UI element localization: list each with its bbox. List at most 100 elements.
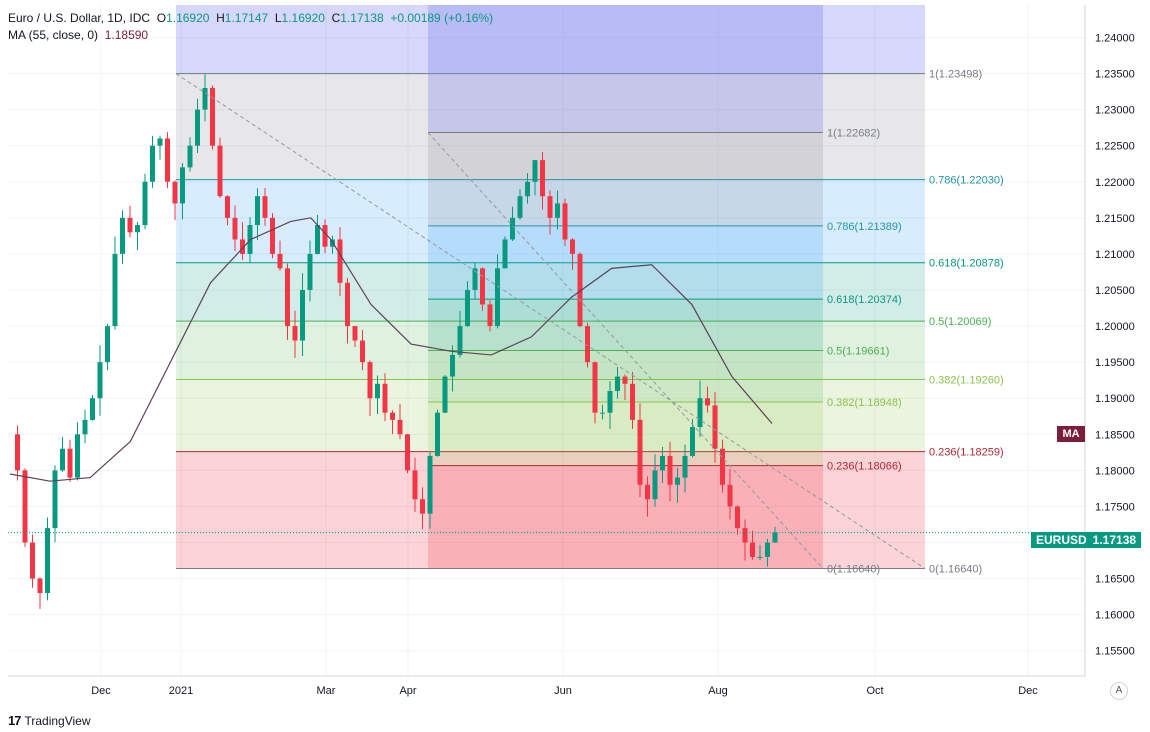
- candle-body: [510, 217, 515, 240]
- candle: [450, 345, 455, 392]
- auto-scale-button[interactable]: A: [1110, 682, 1128, 700]
- candle: [750, 530, 755, 560]
- candle-body: [682, 455, 688, 478]
- candle: [405, 433, 410, 474]
- candle-body: [127, 217, 133, 233]
- candle-body: [217, 145, 223, 197]
- candle-body: [360, 340, 365, 363]
- candle-body: [562, 203, 568, 240]
- symbol-title: Euro / U.S. Dollar, 1D, IDC: [8, 11, 151, 25]
- candle: [277, 240, 283, 271]
- fib-large: 1(1.23498) 0.786(1.22030) 0.618(1.20878) 0.…: [176, 5, 1004, 575]
- candle-body: [705, 398, 710, 406]
- candle-body: [645, 484, 650, 500]
- candle-body: [435, 412, 440, 456]
- candle: [82, 409, 88, 444]
- last-price-value: 1.17138: [1092, 533, 1137, 547]
- candle-body: [240, 239, 245, 254]
- change-value: +0.00189 (+0.16%): [390, 11, 494, 25]
- x-tick-label: Dec: [1018, 685, 1038, 697]
- candle: [577, 252, 583, 328]
- candle-body: [667, 455, 673, 485]
- candle-body: [367, 362, 373, 399]
- candle: [30, 534, 35, 588]
- candle: [375, 375, 380, 414]
- x-tick-label: Mar: [317, 685, 336, 697]
- tradingview-logo[interactable]: 17 TradingView: [8, 713, 91, 728]
- candle-body: [292, 326, 298, 341]
- candle-body: [742, 528, 748, 543]
- candle: [397, 403, 403, 440]
- ma-row[interactable]: MA (55, close, 0) 1.18590: [8, 27, 493, 44]
- candle: [157, 135, 163, 160]
- candle: [742, 519, 748, 561]
- candle: [270, 213, 275, 259]
- y-tick-label: 1.19000: [1095, 393, 1135, 405]
- candle: [52, 465, 58, 543]
- candle-body: [727, 484, 733, 507]
- x-tick-label: 2021: [169, 685, 193, 697]
- candle-body: [555, 203, 560, 218]
- candle-body: [165, 138, 170, 182]
- candle: [630, 371, 635, 429]
- candle: [382, 373, 388, 422]
- candle-body: [120, 217, 125, 254]
- y-tick-label: 1.22000: [1095, 177, 1135, 189]
- candle: [367, 360, 373, 417]
- candle-body: [450, 354, 455, 377]
- candle: [532, 159, 538, 196]
- tradingview-logo-icon: 17: [8, 713, 22, 728]
- candle-body: [60, 448, 65, 471]
- candle-body: [615, 376, 620, 392]
- candle-body: [277, 253, 283, 269]
- candle-body: [37, 578, 43, 594]
- candle-body: [22, 470, 28, 543]
- candle-body: [412, 470, 418, 500]
- candle: [90, 395, 95, 421]
- candle: [262, 188, 268, 226]
- candle: [622, 374, 628, 401]
- candle: [217, 137, 223, 198]
- candle-body: [457, 326, 463, 355]
- candle-body: [652, 470, 658, 500]
- tradingview-logo-text: TradingView: [24, 713, 91, 728]
- candle-body: [405, 434, 410, 471]
- candle-body: [352, 326, 358, 341]
- y-tick-label: 1.20500: [1095, 285, 1135, 297]
- y-tick-label: 1.23500: [1095, 69, 1135, 81]
- x-tick-label: Jun: [554, 685, 572, 697]
- candle: [517, 188, 523, 220]
- candle: [225, 195, 230, 226]
- candle: [480, 267, 485, 311]
- candle-body: [187, 145, 193, 168]
- candle: [210, 85, 215, 150]
- candle: [667, 441, 673, 502]
- fib-level-label: 0.5(1.19661): [827, 346, 889, 358]
- candle: [772, 526, 778, 543]
- fib-level-label: 1(1.23498): [929, 69, 982, 81]
- candle: [255, 188, 260, 241]
- fib-level-label: 1(1.22682): [827, 128, 880, 140]
- y-tick-label: 1.18500: [1095, 429, 1135, 441]
- candle: [435, 409, 440, 457]
- candle-body: [172, 181, 178, 204]
- candle-body: [135, 225, 140, 233]
- candle: [757, 544, 763, 560]
- candle-body: [105, 326, 110, 363]
- candle-body: [157, 138, 163, 146]
- candle: [352, 325, 358, 347]
- candle-body: [592, 362, 598, 413]
- candle-body: [660, 455, 665, 471]
- candle-body: [637, 419, 643, 485]
- y-tick-label: 1.17500: [1095, 501, 1135, 513]
- ma-line: [9, 217, 773, 482]
- candle: [67, 439, 73, 482]
- candle: [172, 180, 178, 221]
- y-tick-label: 1.16000: [1095, 610, 1135, 622]
- candle-body: [465, 289, 470, 327]
- candle-body: [82, 419, 88, 435]
- candle-body: [585, 326, 590, 363]
- chart-grid: [8, 5, 1085, 676]
- candle: [712, 391, 718, 463]
